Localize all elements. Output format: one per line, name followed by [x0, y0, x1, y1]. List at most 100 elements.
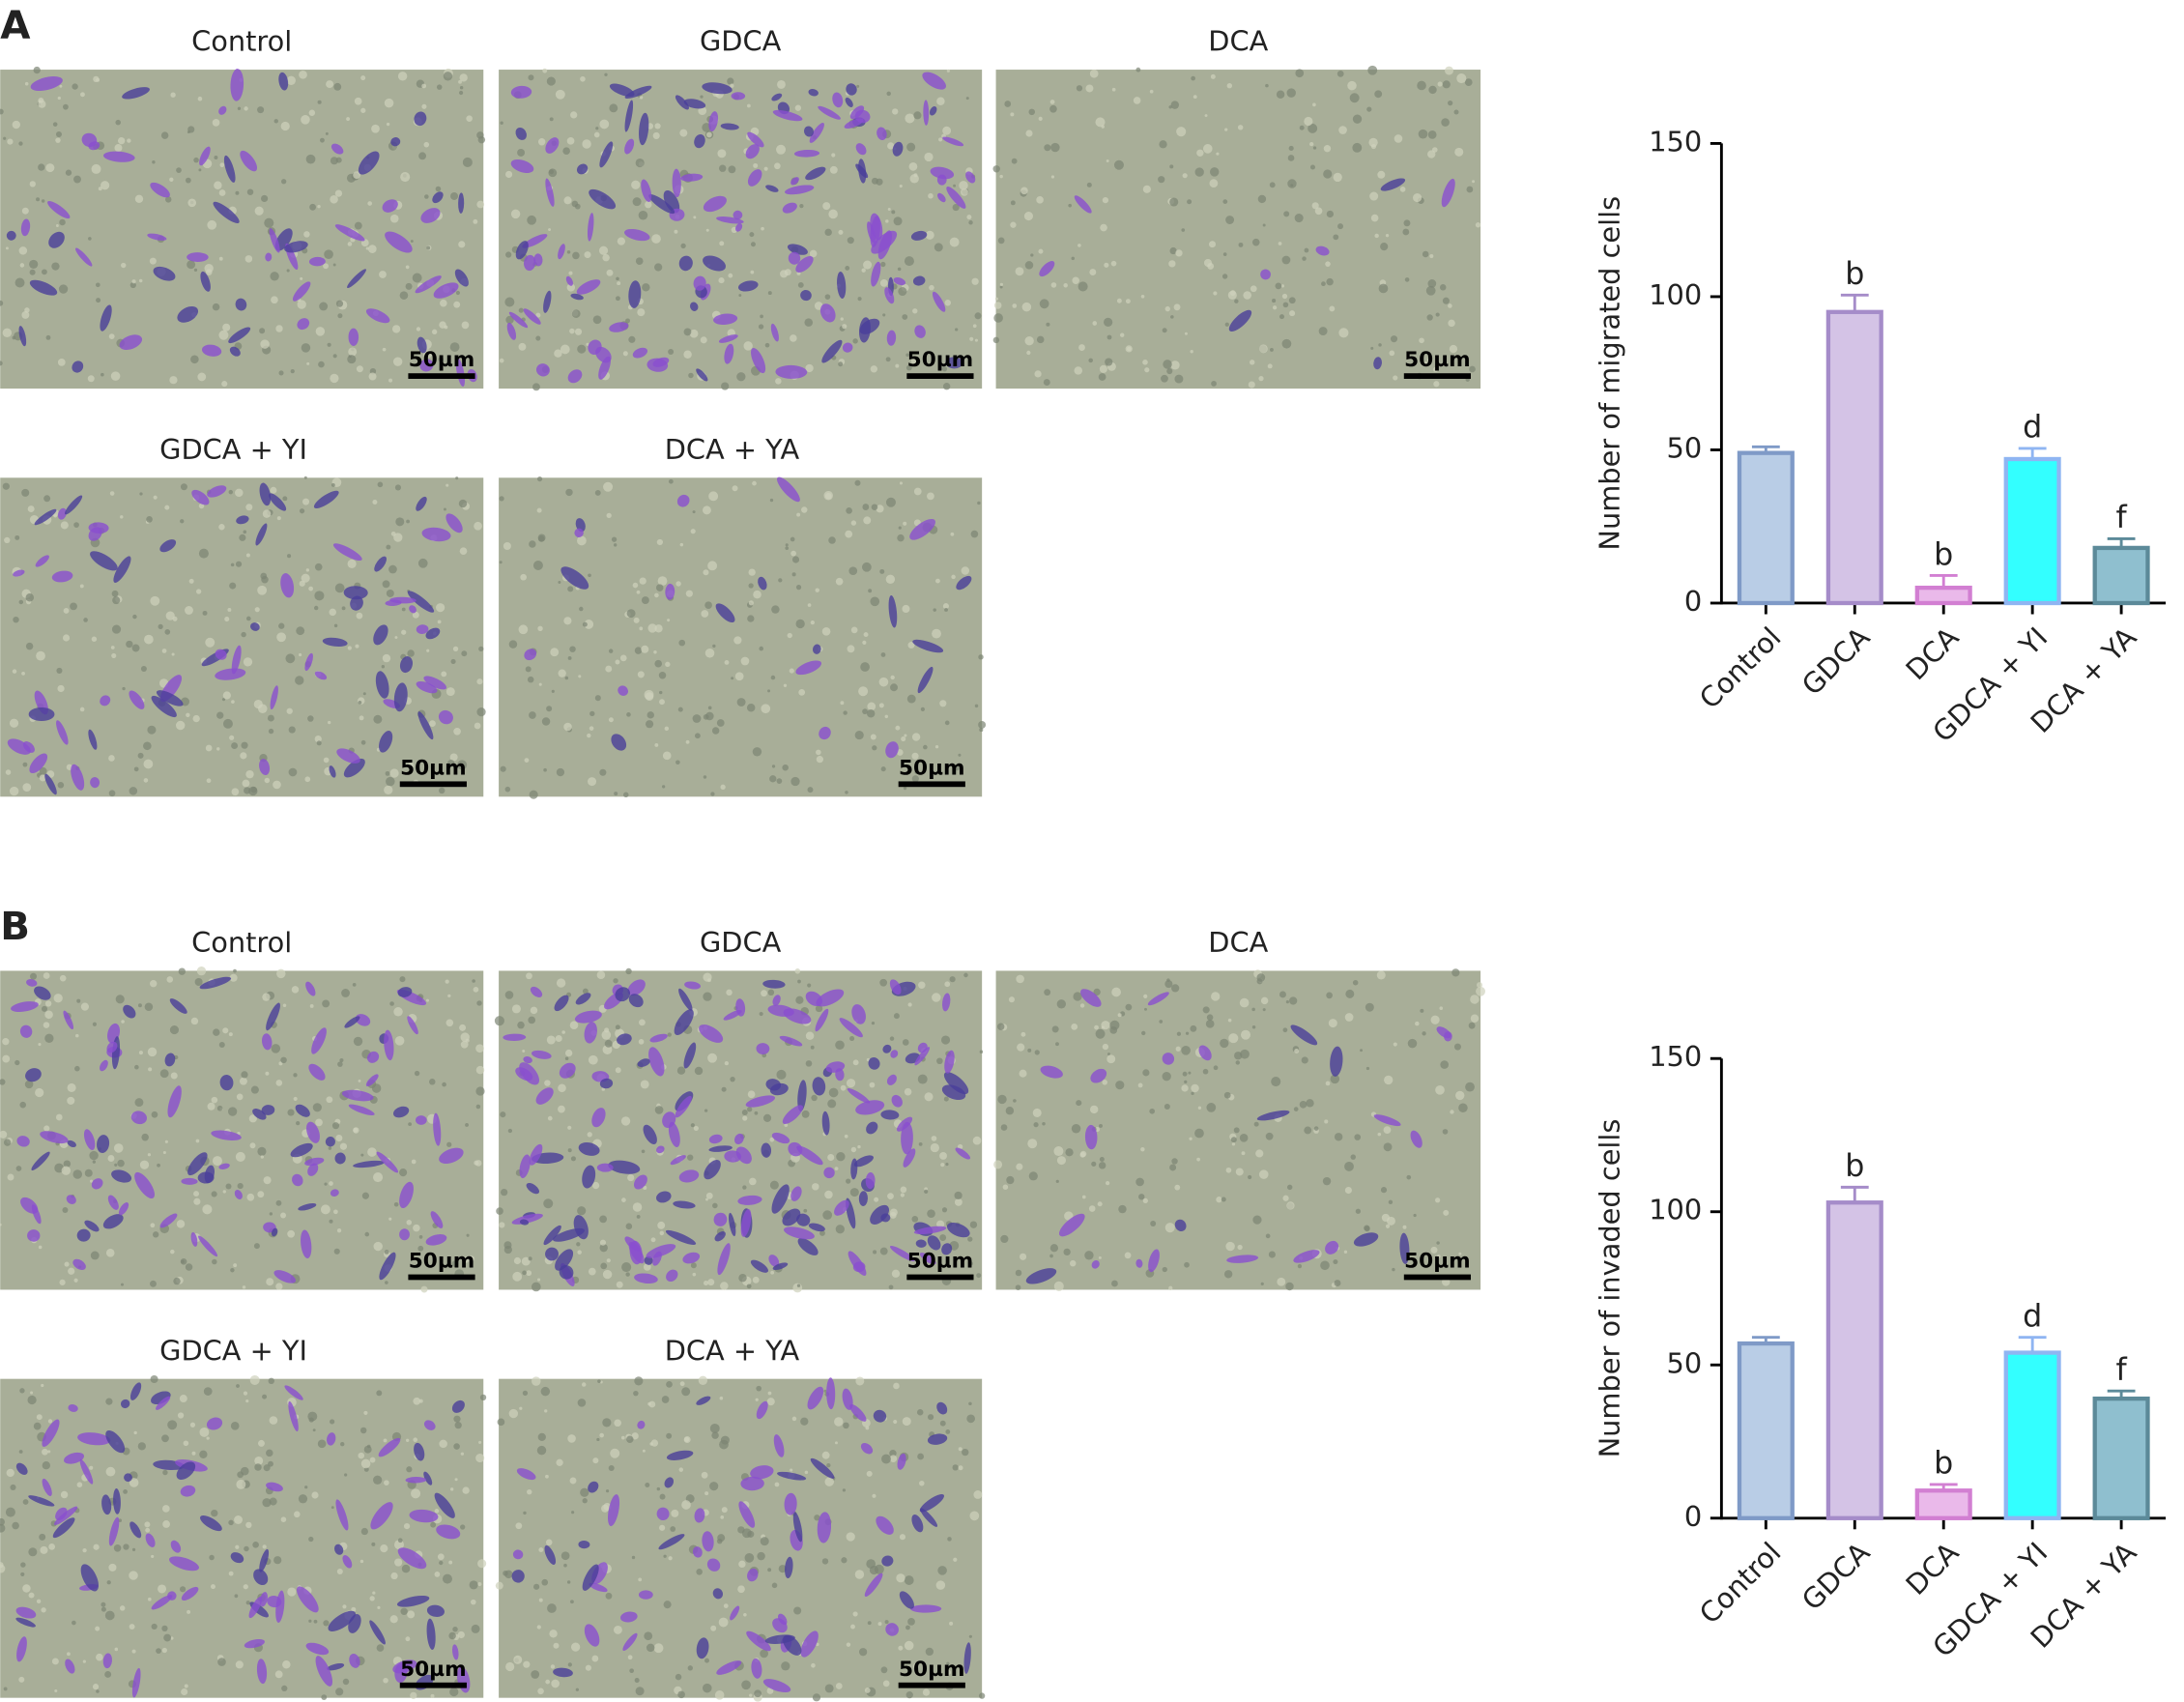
debris	[1184, 1261, 1190, 1268]
debris	[373, 1172, 384, 1183]
stained-cell	[52, 1517, 75, 1539]
debris	[190, 1017, 199, 1025]
debris	[923, 744, 928, 750]
stained-cell	[84, 1220, 100, 1232]
debris	[882, 1680, 890, 1688]
debris	[790, 334, 797, 342]
debris	[367, 1147, 377, 1157]
stained-cell	[663, 189, 680, 214]
debris	[574, 328, 583, 335]
debris	[791, 556, 800, 563]
debris	[18, 246, 28, 255]
debris	[940, 1035, 951, 1045]
stained-cell	[167, 1085, 182, 1118]
debris	[67, 1082, 76, 1092]
stained-cell	[28, 707, 55, 722]
debris	[280, 1056, 287, 1064]
stained-cell	[420, 208, 441, 223]
stained-cell	[81, 132, 98, 148]
debris	[1159, 140, 1167, 149]
debris	[571, 309, 581, 318]
debris	[139, 492, 143, 496]
debris	[863, 516, 872, 525]
debris	[461, 650, 468, 657]
debris	[1277, 1277, 1286, 1286]
debris	[158, 623, 163, 630]
scale-bar	[1403, 1274, 1471, 1281]
debris	[455, 476, 459, 480]
debris	[904, 1087, 912, 1096]
stained-cell	[510, 85, 532, 99]
debris	[1211, 992, 1221, 1001]
stained-cell	[108, 1516, 120, 1546]
stained-cell	[574, 1010, 602, 1024]
debris	[879, 1247, 888, 1255]
debris	[907, 1002, 912, 1007]
stained-cell	[451, 1644, 459, 1660]
debris	[401, 629, 407, 635]
y-axis-label: Number of migrated cells	[1594, 196, 1626, 551]
debris	[645, 720, 654, 729]
stained-cell	[720, 123, 739, 130]
debris	[340, 1442, 345, 1447]
stained-cell	[434, 1492, 455, 1518]
debris	[276, 968, 286, 979]
stained-cell	[1058, 1213, 1085, 1237]
debris	[95, 1626, 101, 1631]
debris	[1352, 142, 1363, 153]
debris	[992, 165, 1000, 173]
debris	[754, 1111, 759, 1115]
debris	[21, 207, 29, 215]
debris	[769, 1137, 775, 1142]
debris	[262, 993, 271, 1001]
debris	[764, 342, 770, 348]
debris	[724, 660, 730, 665]
stained-cell	[16, 1636, 27, 1662]
debris	[1352, 979, 1359, 986]
debris	[505, 1661, 515, 1672]
debris	[362, 692, 366, 696]
debris	[884, 714, 888, 719]
debris	[771, 764, 776, 768]
debris	[595, 127, 599, 130]
debris	[475, 1104, 481, 1110]
debris	[101, 181, 110, 190]
stained-cell	[812, 1077, 826, 1096]
stained-cell	[270, 685, 278, 710]
debris	[63, 1160, 72, 1168]
stained-cell	[66, 1195, 76, 1204]
debris	[610, 1448, 620, 1458]
debris	[438, 787, 445, 794]
stained-cell	[207, 485, 227, 498]
debris	[235, 190, 240, 195]
debris	[1293, 1107, 1299, 1111]
debris	[169, 177, 174, 182]
stained-cell	[322, 637, 348, 648]
debris	[742, 1115, 748, 1121]
debris	[244, 106, 248, 111]
debris	[905, 364, 912, 371]
stained-cell	[647, 358, 669, 372]
debris	[1010, 200, 1016, 206]
debris	[634, 1376, 644, 1386]
debris	[536, 1445, 547, 1456]
stained-cell	[169, 1556, 200, 1572]
stained-cell	[694, 133, 705, 149]
debris	[309, 1004, 314, 1008]
debris	[944, 720, 950, 726]
debris	[388, 564, 397, 574]
debris	[344, 1473, 348, 1477]
stained-cell	[25, 1068, 42, 1082]
stained-cell	[582, 1165, 596, 1189]
debris	[582, 988, 589, 995]
debris	[1071, 1123, 1081, 1134]
debris	[211, 1509, 218, 1517]
debris	[459, 85, 464, 90]
debris	[1237, 1244, 1243, 1251]
debris	[1140, 1147, 1145, 1152]
stained-cell	[421, 527, 451, 542]
debris	[704, 648, 715, 658]
debris	[222, 1027, 229, 1034]
debris	[807, 603, 812, 607]
debris	[44, 1033, 54, 1043]
